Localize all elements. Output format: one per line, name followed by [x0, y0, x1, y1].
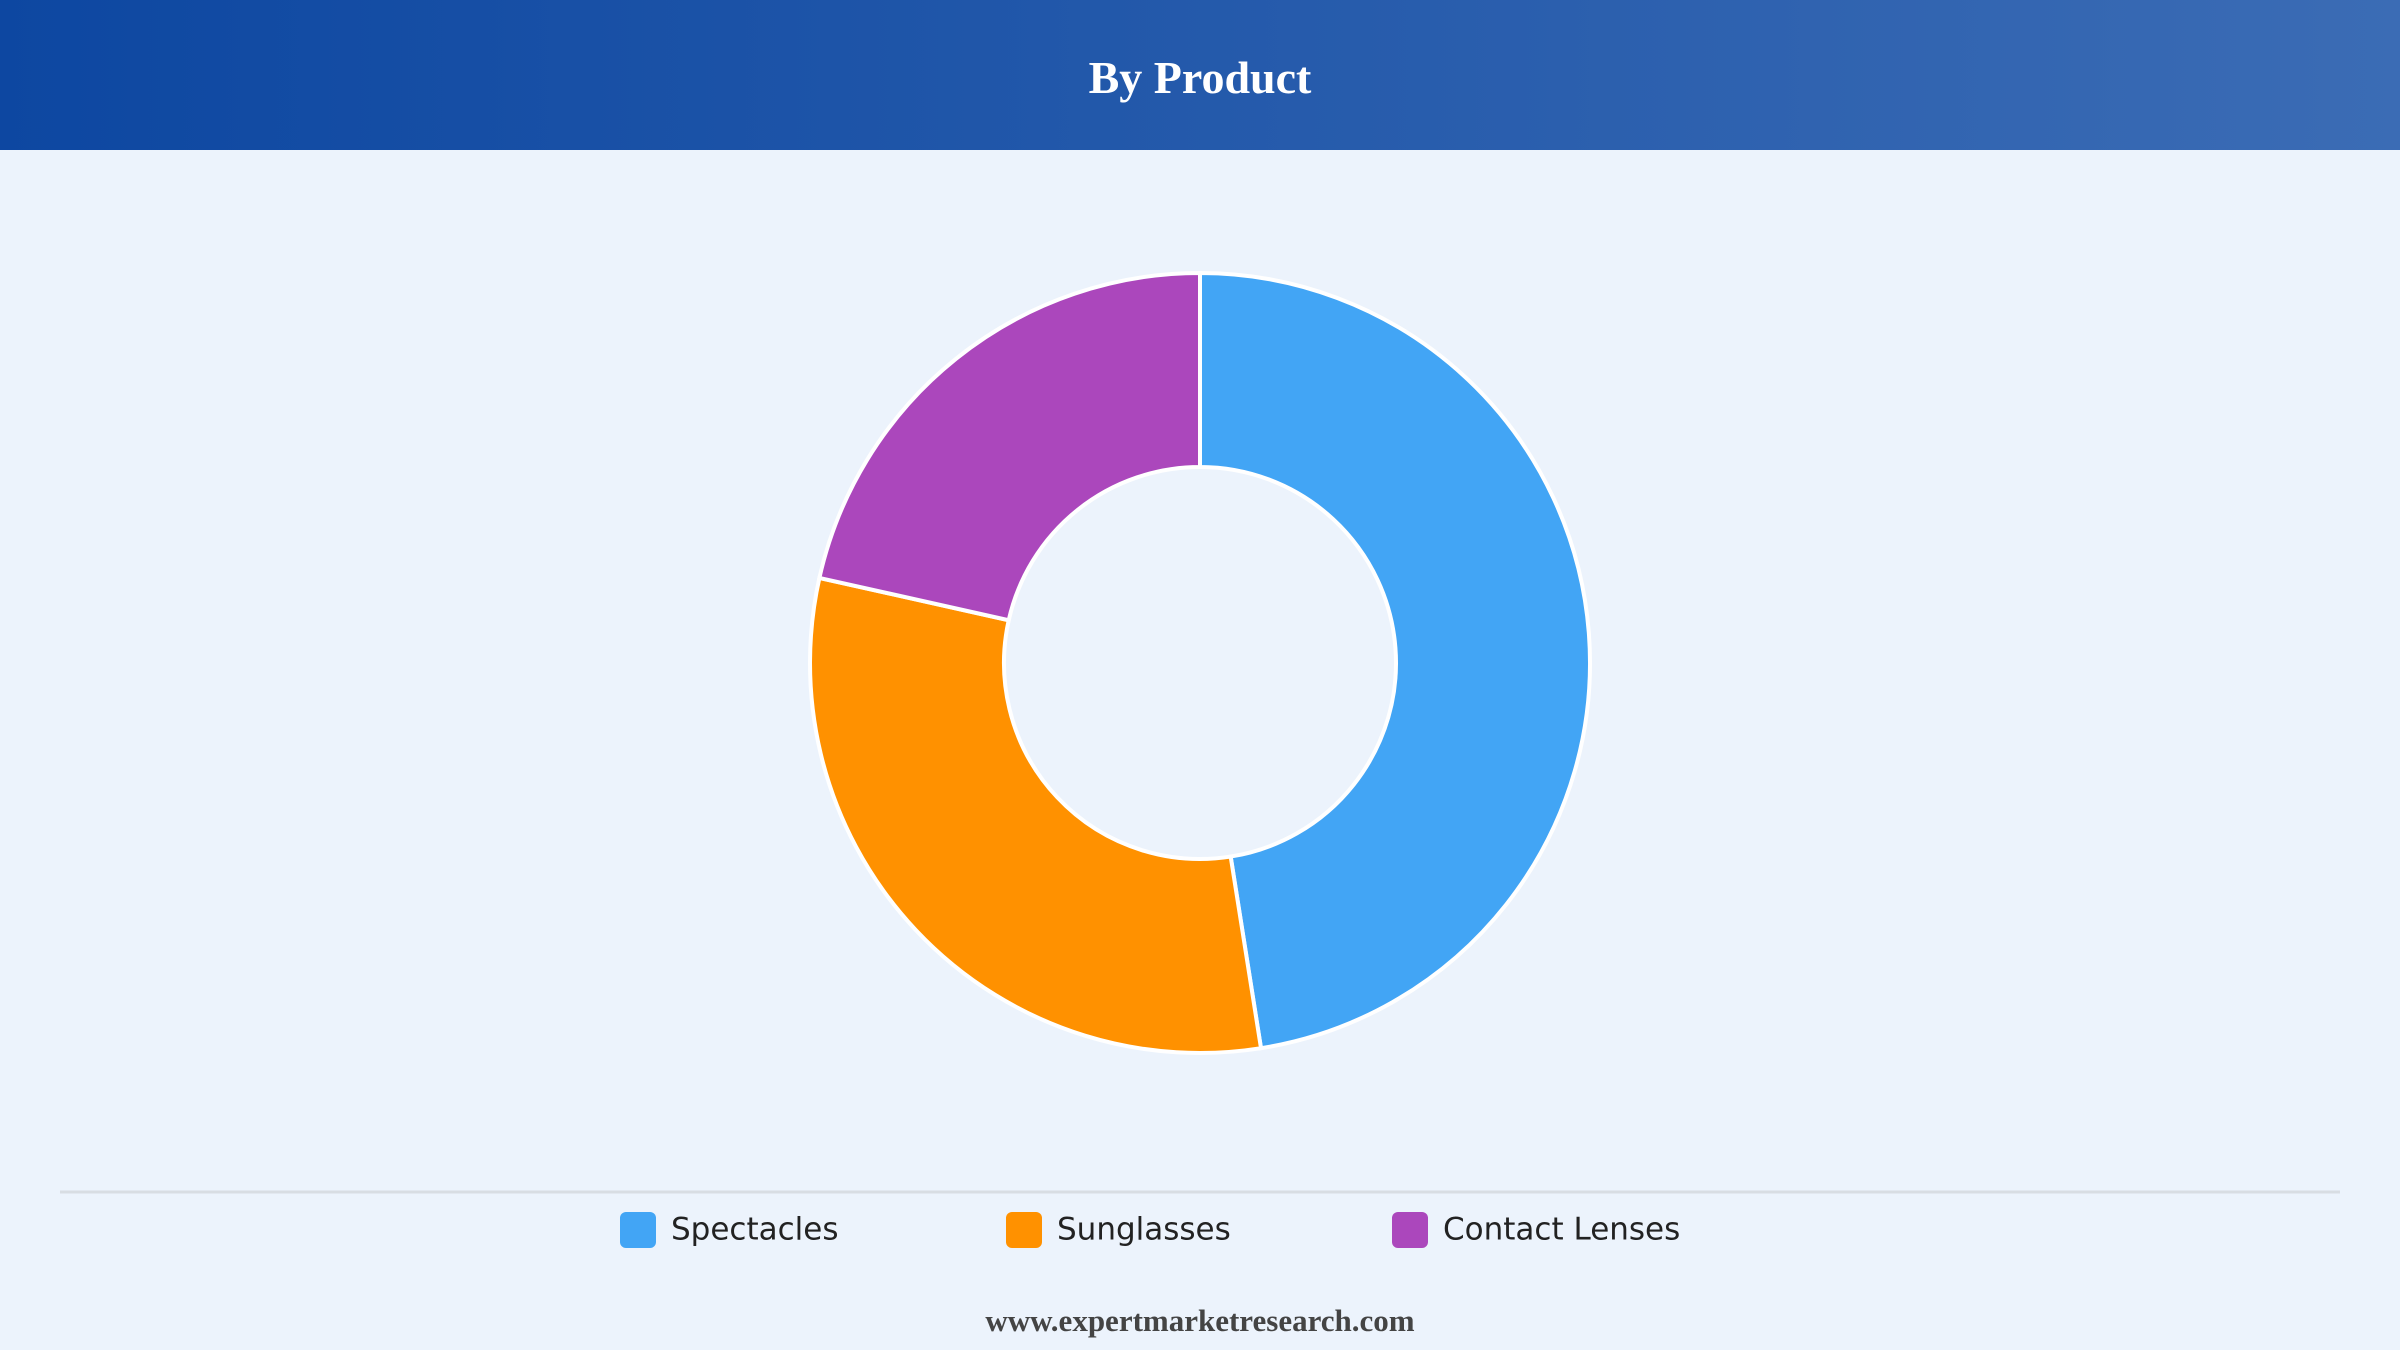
donut-slice	[808, 575, 1264, 1055]
legend-label: Contact Lenses	[1443, 1212, 1680, 1248]
legend-swatch	[620, 1212, 656, 1248]
legend-label: Spectacles	[671, 1212, 839, 1248]
legend: Spectacles Sunglasses Contact Lenses	[620, 1212, 1680, 1248]
donut-slice	[817, 270, 1202, 623]
chart-title: By Product	[1089, 52, 1312, 103]
header-bar	[0, 0, 2400, 150]
donut	[808, 270, 1592, 1055]
legend-swatch	[1392, 1212, 1428, 1248]
footer: www.expertmarketresearch.com	[985, 1303, 1414, 1338]
legend-label: Sunglasses	[1057, 1212, 1231, 1248]
legend-swatch	[1006, 1212, 1042, 1248]
donut-slice	[1198, 270, 1592, 1051]
